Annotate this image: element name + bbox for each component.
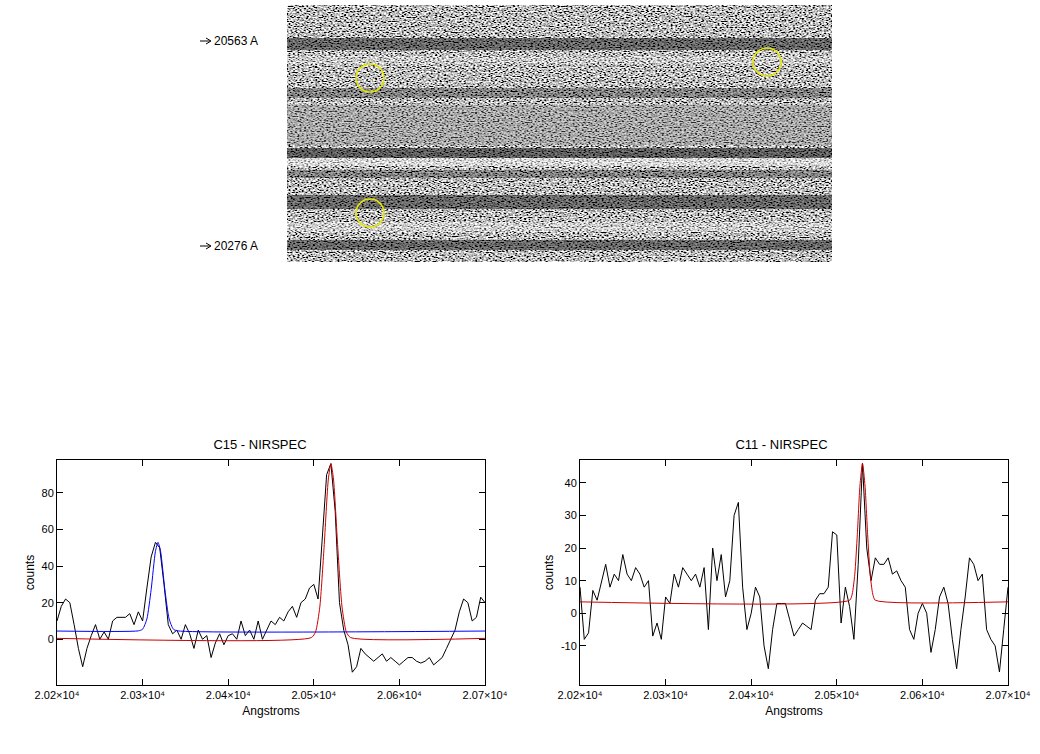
svg-text:20563 A: 20563 A [214, 34, 258, 48]
svg-text:20: 20 [42, 597, 54, 609]
svg-text:2.03×10⁴: 2.03×10⁴ [120, 689, 165, 701]
svg-text:Angstroms: Angstroms [242, 704, 299, 718]
svg-text:0: 0 [48, 633, 54, 645]
svg-text:counts: counts [23, 555, 37, 590]
svg-text:30: 30 [565, 509, 577, 521]
svg-text:Angstroms: Angstroms [765, 704, 822, 718]
svg-text:10: 10 [565, 575, 577, 587]
svg-text:20276 A: 20276 A [214, 239, 258, 253]
svg-text:2.03×10⁴: 2.03×10⁴ [643, 689, 688, 701]
svg-text:2.02×10⁴: 2.02×10⁴ [35, 689, 80, 701]
svg-text:20: 20 [565, 542, 577, 554]
svg-text:2.04×10⁴: 2.04×10⁴ [729, 689, 774, 701]
svg-text:2.04×10⁴: 2.04×10⁴ [206, 689, 251, 701]
svg-text:2.06×10⁴: 2.06×10⁴ [900, 689, 945, 701]
svg-text:40: 40 [42, 560, 54, 572]
svg-text:40: 40 [565, 477, 577, 489]
svg-text:0: 0 [571, 607, 577, 619]
svg-text:counts: counts [542, 555, 556, 590]
svg-text:2.06×10⁴: 2.06×10⁴ [377, 689, 422, 701]
svg-text:2.07×10⁴: 2.07×10⁴ [986, 689, 1031, 701]
svg-text:2.02×10⁴: 2.02×10⁴ [558, 689, 603, 701]
svg-text:C11 - NIRSPEC: C11 - NIRSPEC [735, 437, 827, 452]
svg-text:C15 - NIRSPEC: C15 - NIRSPEC [213, 437, 306, 452]
svg-text:2.07×10⁴: 2.07×10⁴ [463, 689, 508, 701]
svg-text:-10: -10 [561, 640, 577, 652]
svg-text:2.05×10⁴: 2.05×10⁴ [814, 689, 859, 701]
svg-text:80: 80 [42, 487, 54, 499]
svg-text:60: 60 [42, 523, 54, 535]
svg-text:2.05×10⁴: 2.05×10⁴ [291, 689, 336, 701]
